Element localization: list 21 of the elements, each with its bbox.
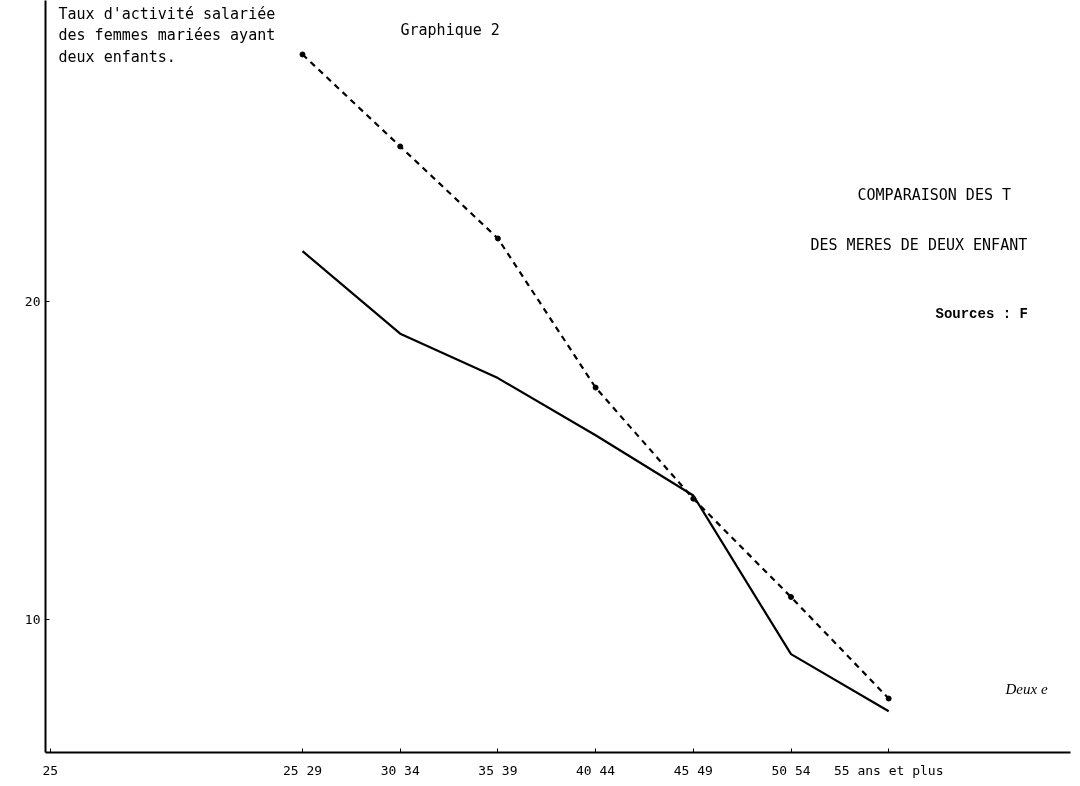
x-tick-label: 40 44 [576,762,616,778]
text: Deux e [1004,680,1048,697]
point [885,695,892,702]
text: 25 [42,762,59,778]
annotation: Sources : F [935,305,1028,322]
point [299,51,306,58]
x-tick-label: 35 39 [478,762,518,778]
y-axis-title: Taux d'activité salariée des femmes mariées ayant deux enfants. [58,4,276,66]
text: Graphique 2 [400,20,500,39]
text: COMPARAISON DES T DES MERES DE DEUX ENFANT [810,185,1028,254]
x-tick-label: 45 49 [673,762,713,778]
x-tick-label: 50 54 [771,762,811,778]
x-tick-label: 30 34 [380,762,420,778]
y-tick-label: 10 [24,611,41,627]
point [494,235,501,242]
point [788,594,794,601]
point [397,143,404,150]
x-tick-label: 55 ans et plus [833,762,944,778]
x-tick-label: 25 29 [282,762,323,778]
y-tick-label: 20 [24,294,41,310]
point [592,384,599,391]
